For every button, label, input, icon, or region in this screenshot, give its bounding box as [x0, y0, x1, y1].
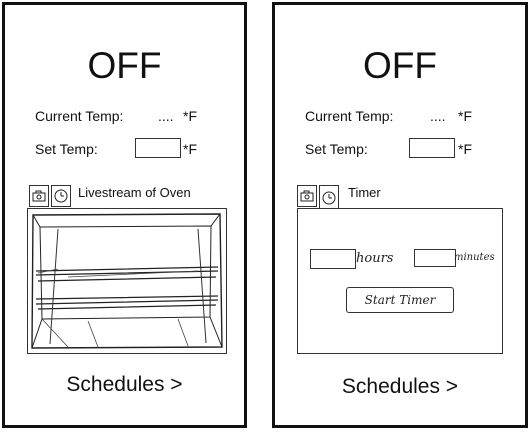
tab-timer[interactable]	[51, 185, 71, 207]
set-temp-unit: *F	[458, 141, 472, 157]
current-temp-unit: *F	[458, 108, 472, 124]
schedules-link[interactable]: Schedules >	[66, 373, 183, 396]
tab-camera[interactable]	[29, 185, 49, 207]
current-temp-value: ....	[158, 108, 174, 124]
current-temp-label: Current Temp:	[35, 108, 124, 124]
camera-icon	[32, 190, 46, 202]
hours-label: hours	[356, 251, 394, 266]
minutes-input[interactable]	[414, 249, 456, 267]
set-temp-unit: *F	[183, 141, 197, 157]
schedules-link[interactable]: Schedules >	[341, 375, 459, 398]
current-temp-unit: *F	[183, 108, 197, 124]
minutes-label: minutes	[454, 252, 495, 263]
tab-camera[interactable]	[297, 185, 317, 207]
oven-livestream-image	[31, 213, 223, 349]
set-temp-input[interactable]	[135, 138, 181, 158]
tab-title: Livestream of Oven	[78, 185, 191, 200]
clock-icon	[322, 191, 336, 204]
view-tabs	[29, 185, 89, 209]
set-temp-label: Set Temp:	[35, 141, 98, 157]
livestream-panel	[27, 208, 227, 354]
tab-timer[interactable]	[319, 185, 339, 209]
view-tabs	[297, 185, 345, 209]
clock-icon	[54, 189, 68, 203]
current-temp-label: Current Temp:	[305, 108, 394, 124]
camera-icon	[300, 190, 314, 202]
phone-timer-view: OFF Current Temp: .... *F Set Temp: *F T…	[272, 2, 528, 428]
oven-status: OFF	[363, 45, 437, 86]
timer-panel: hours minutes Start Timer	[297, 208, 503, 354]
set-temp-input[interactable]	[409, 138, 455, 158]
start-timer-button[interactable]: Start Timer	[346, 287, 454, 313]
current-temp-value: ....	[430, 108, 446, 124]
phone-livestream-view: OFF Current Temp: .... *F Set Temp: *F L…	[2, 2, 247, 428]
tab-title: Timer	[348, 185, 381, 200]
oven-status: OFF	[87, 45, 162, 86]
hours-input[interactable]	[310, 249, 356, 269]
set-temp-label: Set Temp:	[305, 141, 368, 157]
